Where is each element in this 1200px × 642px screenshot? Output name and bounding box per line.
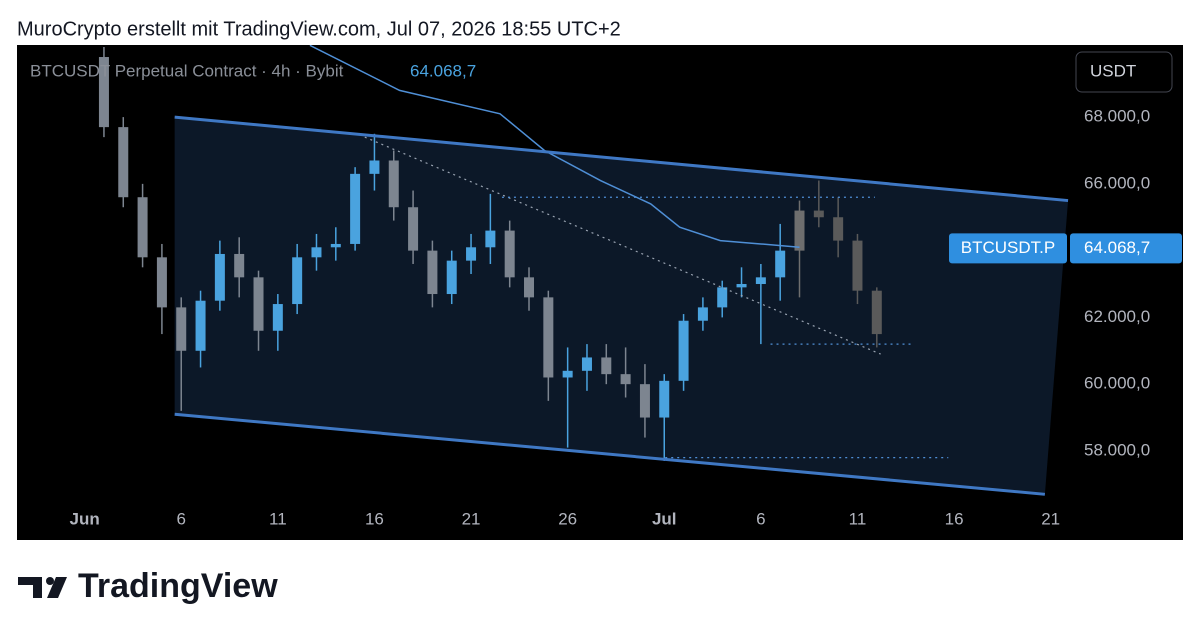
- x-tick-label: 26: [558, 509, 577, 528]
- channel-area: [174, 117, 1069, 495]
- candle-body: [214, 253, 225, 301]
- candle-body: [466, 247, 477, 261]
- candle-body: [504, 230, 515, 278]
- candle-body: [581, 357, 592, 371]
- candle-body: [427, 250, 438, 295]
- candle-body: [639, 384, 650, 418]
- candle-body: [311, 247, 322, 258]
- symbol-tag-box: [949, 233, 1067, 264]
- x-tick-label: 11: [269, 509, 287, 528]
- plot-area: [98, 45, 1069, 496]
- currency-button[interactable]: [1075, 51, 1173, 93]
- x-tick-label: Jul: [652, 509, 677, 528]
- x-tick-label: Jun: [70, 509, 100, 528]
- symbol-tag: BTCUSDT.P: [961, 238, 1055, 257]
- x-tick-label: 16: [365, 509, 384, 528]
- candle-body: [369, 160, 380, 174]
- candle-body: [524, 277, 535, 298]
- x-tick-label: 6: [176, 509, 185, 528]
- candle-body: [601, 357, 612, 375]
- candle-body: [775, 250, 786, 278]
- candle-body: [697, 307, 708, 321]
- symbol-legend: BTCUSDT Perpetual Contract · 4h · Bybit: [30, 61, 344, 80]
- x-tick-label: 6: [756, 509, 765, 528]
- candle-body: [659, 380, 670, 418]
- x-tick-label: 11: [849, 509, 867, 528]
- candle-body: [176, 307, 187, 351]
- y-tick-label: 58.000,0: [1084, 440, 1150, 459]
- brand-logo: [18, 577, 67, 598]
- x-tick-label: 16: [945, 509, 964, 528]
- trend-line: [174, 412, 1046, 496]
- candle-body: [813, 210, 824, 218]
- candle-body: [562, 370, 573, 378]
- candle-body: [852, 240, 863, 291]
- y-tick-label: 68.000,0: [1084, 107, 1150, 126]
- candle-body: [833, 217, 844, 241]
- price-tag: 64.068,7: [1084, 238, 1150, 257]
- chart-title: MuroCrypto erstellt mit TradingView.com,…: [17, 18, 621, 40]
- candle-body: [272, 304, 283, 331]
- candle-body: [736, 284, 747, 288]
- trend-line: [309, 45, 800, 249]
- candle-body: [350, 173, 361, 244]
- trend-line: [174, 115, 1069, 203]
- y-tick-label: 62.000,0: [1084, 307, 1150, 326]
- candle-body: [717, 287, 728, 308]
- candle-body: [871, 290, 882, 335]
- candle-body: [195, 300, 206, 351]
- candle-body: [253, 277, 264, 331]
- candle-body: [330, 243, 341, 248]
- x-tick-label: 21: [462, 509, 481, 528]
- legend-price: 64.068,7: [410, 61, 476, 80]
- price-tag-box: [1070, 233, 1182, 264]
- brand-name: TradingView: [78, 567, 278, 605]
- candle-body: [446, 260, 457, 295]
- candle-body: [620, 374, 631, 385]
- candle-body: [388, 160, 399, 208]
- candle-body: [234, 253, 245, 278]
- y-tick-label: 60.000,0: [1084, 374, 1150, 393]
- candle-body: [156, 257, 167, 308]
- y-tick-label: 66.000,0: [1084, 173, 1150, 192]
- candle-body: [678, 320, 689, 381]
- candle-body: [485, 230, 496, 248]
- currency-label[interactable]: USDT: [1090, 61, 1136, 80]
- candle-body: [137, 197, 148, 258]
- candle-body: [755, 277, 766, 285]
- candle-body: [98, 57, 109, 128]
- candle-body: [118, 127, 129, 198]
- candle-body: [292, 257, 303, 305]
- x-tick-label: 21: [1041, 509, 1060, 528]
- candle-body: [543, 297, 554, 378]
- candle-body: [794, 210, 805, 251]
- candle-body: [408, 207, 419, 251]
